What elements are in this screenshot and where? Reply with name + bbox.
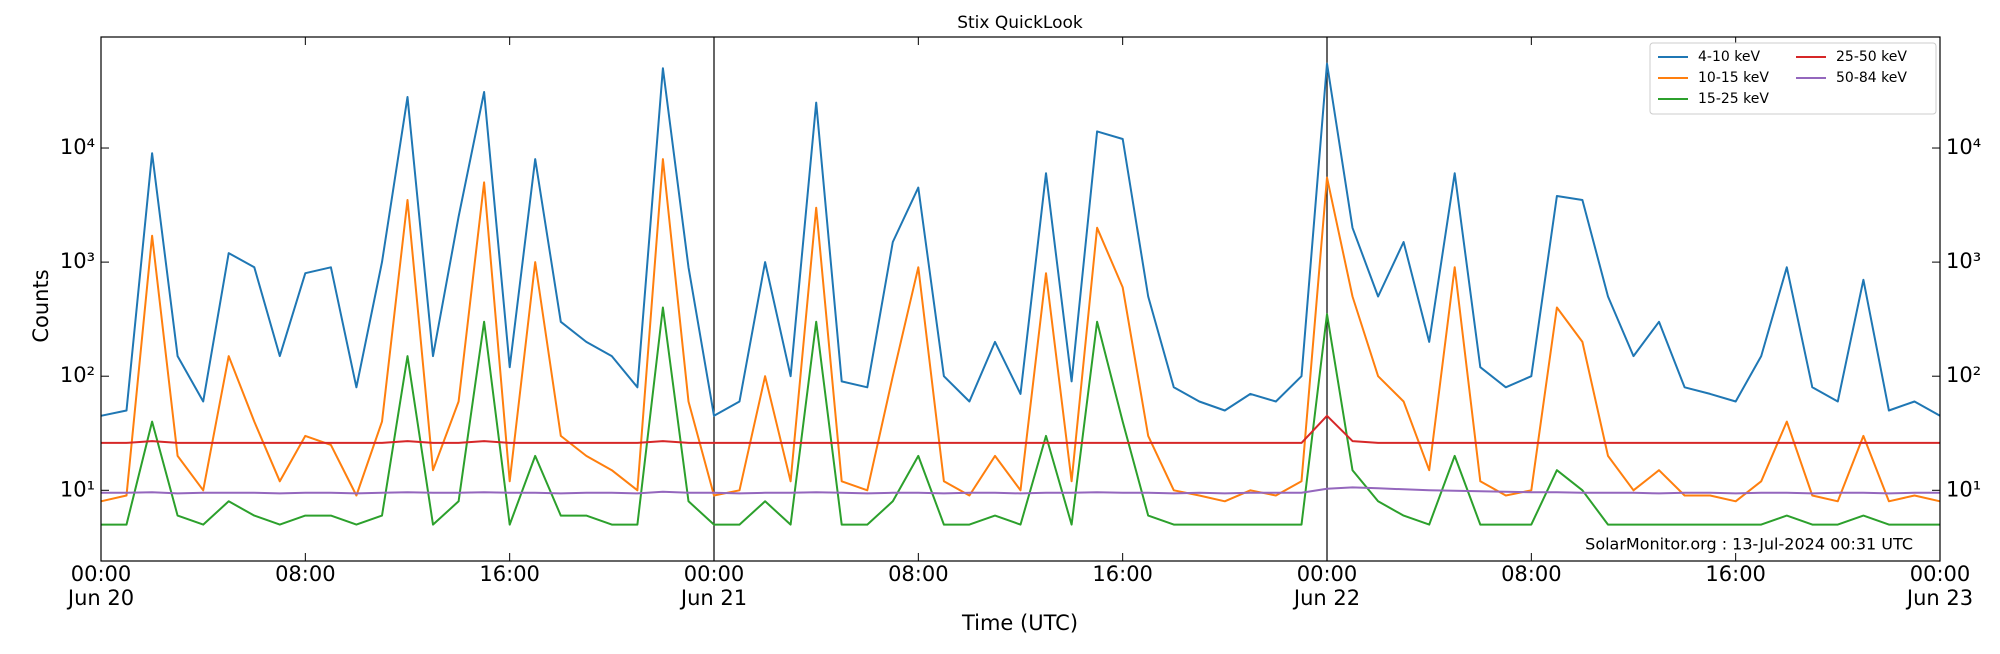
series-line <box>101 306 1940 526</box>
legend-box <box>1649 42 1937 115</box>
series-line <box>101 486 1940 495</box>
chart-title: Stix QuickLook <box>957 13 1083 33</box>
y-tick-label: 10² <box>1946 363 1981 387</box>
legend-label: 10-15 keV <box>1698 70 1769 86</box>
y-tick-label: 10² <box>60 363 95 387</box>
legend-label: 15-25 keV <box>1698 91 1769 107</box>
x-axis-label: Time (UTC) <box>961 611 1078 635</box>
legend-label: 4-10 keV <box>1698 49 1760 65</box>
annotation: SolarMonitor.org : 13-Jul-2024 00:31 UTC <box>1585 535 1913 554</box>
x-tick-label: 00:00 Jun 20 <box>66 562 134 610</box>
x-tick-label: 08:00 <box>888 562 949 586</box>
y-tick-label: 10⁴ <box>1946 135 1981 159</box>
series-line <box>100 62 1941 417</box>
x-tick-label: 08:00 <box>275 562 336 586</box>
y-tick-label: 10³ <box>1946 249 1981 273</box>
x-tick-label: 16:00 <box>1705 562 1766 586</box>
x-tick-label: 00:00 Jun 22 <box>1292 562 1360 610</box>
y-axis-label: Counts <box>29 269 53 342</box>
y-tick-label: 10³ <box>60 249 95 273</box>
x-tick-label: 00:00 Jun 21 <box>679 562 747 610</box>
series-line <box>100 158 1941 503</box>
axes-frame <box>100 36 1941 562</box>
plot-area <box>100 37 1941 561</box>
series-line <box>101 414 1940 444</box>
legend-label: 50-84 keV <box>1836 70 1907 86</box>
x-tick-label: 16:00 <box>479 562 540 586</box>
x-tick-label: 08:00 <box>1501 562 1562 586</box>
legend-label: 25-50 keV <box>1836 49 1907 65</box>
y-tick-label: 10¹ <box>60 477 95 501</box>
x-tick-label: 16:00 <box>1092 562 1153 586</box>
y-tick-label: 10¹ <box>1946 477 1981 501</box>
y-tick-label: 10⁴ <box>60 135 95 159</box>
x-tick-label: 00:00 Jun 23 <box>1905 562 1973 610</box>
